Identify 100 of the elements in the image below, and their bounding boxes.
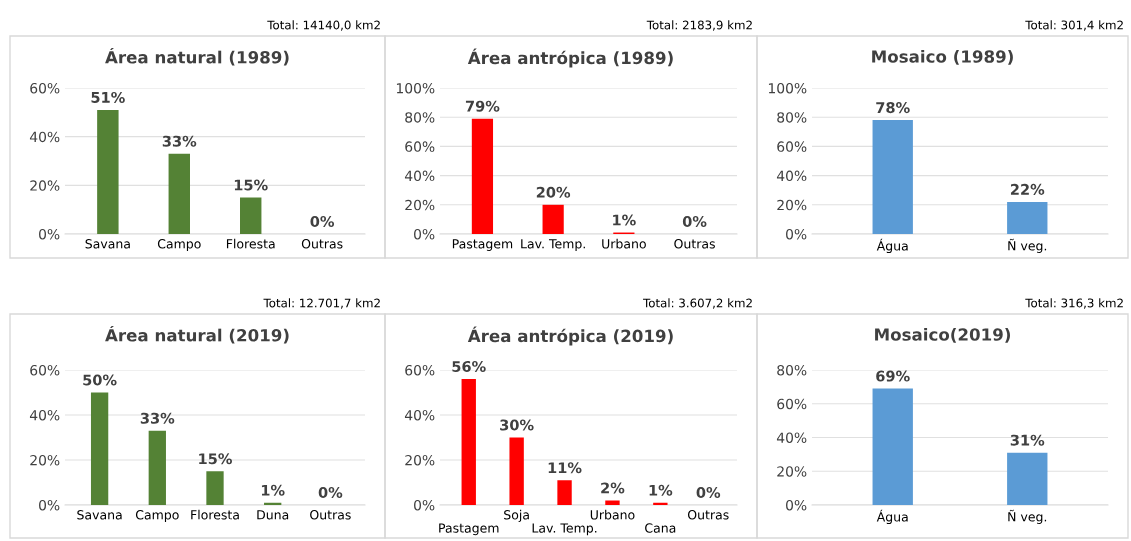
chart-title: Mosaico(2019) (875, 327, 1010, 343)
chart-title: Área natural (1989) (105, 47, 289, 66)
y-tick-label: 0% (414, 228, 435, 240)
y-tick-label: 60% (777, 398, 807, 410)
data-label: 1% (261, 484, 285, 496)
chart-title: Mosaico (1989) (872, 49, 1013, 65)
data-label: 0% (318, 486, 343, 499)
x-tick-label: Água (876, 509, 908, 525)
y-tick-label: 40% (404, 409, 435, 421)
chart-title: Área natural (2019) (105, 325, 289, 344)
y-tick-label: 60% (777, 141, 807, 152)
y-tick-label: 80% (777, 364, 807, 376)
data-label: 56% (452, 360, 486, 373)
y-tick-label: 100% (768, 82, 807, 94)
y-tick-label: 20% (405, 454, 435, 466)
y-tick-label: 60% (30, 82, 60, 94)
x-tick-label: Outras (687, 510, 729, 520)
x-tick-label: Savana (85, 239, 130, 249)
y-tick-label: 20% (777, 466, 807, 477)
y-tick-label: 20% (30, 454, 60, 466)
bar (509, 437, 524, 505)
data-label: 1% (613, 214, 636, 226)
y-tick-label: 40% (776, 432, 807, 443)
x-tick-label: Água (876, 238, 908, 254)
bar (605, 500, 620, 505)
bar (90, 392, 109, 505)
bar (461, 379, 476, 505)
data-label: 78% (876, 102, 910, 114)
bar (471, 118, 494, 234)
x-tick-label: Floresta (191, 509, 239, 520)
x-tick-label: Lav. Temp. (521, 239, 585, 251)
data-label: 33% (140, 412, 175, 424)
text: Total: 301,4 km2 (1025, 20, 1123, 31)
x-tick-label: Savana (77, 510, 122, 520)
x-tick-label: Pastagem (439, 523, 499, 536)
x-tick-label: Cana (645, 523, 676, 533)
bar (557, 480, 572, 505)
y-tick-label: 20% (777, 199, 807, 211)
x-tick-label: Floresta (226, 238, 275, 249)
x-tick-label: Urbano (590, 509, 635, 520)
data-label: 0% (310, 215, 335, 228)
y-tick-label: 0% (414, 499, 435, 511)
data-label: 15% (234, 179, 268, 191)
data-label: 0% (696, 486, 721, 499)
x-tick-label: Ñ veg. (1008, 238, 1047, 253)
data-label: 20% (536, 186, 571, 198)
x-tick-label: Outras (310, 510, 351, 520)
x-tick-label: Soja (504, 509, 529, 522)
data-label: 15% (199, 453, 232, 465)
y-tick-label: 0% (786, 228, 807, 240)
y-tick-label: 80% (777, 112, 807, 123)
bar (206, 471, 224, 505)
data-label: 22% (1010, 183, 1045, 195)
text: Total: 316,3 km2 (1025, 298, 1123, 309)
y-tick-label: 20% (405, 199, 435, 211)
text: Total: 12.701,7 km2 (263, 298, 380, 309)
x-tick-label: Duna (257, 510, 289, 520)
y-tick-label: 100% (396, 82, 435, 94)
y-tick-label: 0% (39, 228, 60, 240)
x-tick-label: Campo (135, 510, 179, 522)
data-label: 79% (465, 100, 500, 112)
bar (168, 153, 190, 234)
y-tick-label: 40% (29, 409, 60, 421)
bar (240, 197, 262, 234)
bar (653, 502, 668, 505)
data-label: 2% (601, 482, 625, 494)
data-label: 50% (83, 374, 117, 386)
bar (148, 430, 166, 505)
y-tick-label: 60% (30, 364, 60, 376)
y-tick-label: 80% (405, 112, 435, 123)
data-label: 11% (548, 462, 582, 474)
text: Total: 3.607,2 km2 (643, 298, 752, 309)
x-tick-label: Ñ veg. (1008, 509, 1047, 524)
y-tick-label: 40% (29, 131, 60, 143)
data-label: 69% (876, 370, 910, 382)
data-label: 1% (649, 484, 673, 496)
data-label: 30% (500, 419, 534, 431)
x-tick-label: Outras (674, 239, 715, 249)
chart-title: Área antrópica (1989) (467, 48, 673, 68)
x-tick-label: Pastagem (452, 239, 513, 251)
data-label: 51% (91, 91, 125, 103)
bar (542, 204, 564, 234)
y-tick-label: 60% (405, 141, 435, 152)
x-tick-label: Campo (157, 239, 201, 251)
bar (97, 109, 119, 234)
x-tick-label: Lav. Temp. (532, 523, 597, 536)
data-label: 31% (1010, 434, 1045, 446)
x-tick-label: Outras (301, 239, 343, 249)
x-tick-label: Urbano (602, 238, 646, 249)
text: Total: 2183,9 km2 (646, 20, 752, 31)
text: Total: 14140,0 km2 (267, 20, 380, 31)
chart-title: Área antrópica (2019) (467, 326, 673, 346)
y-tick-label: 40% (776, 170, 807, 182)
data-label: 33% (162, 135, 197, 147)
y-tick-label: 40% (404, 170, 435, 182)
data-label: 0% (682, 215, 707, 228)
y-tick-label: 0% (786, 499, 807, 511)
y-tick-label: 20% (30, 180, 60, 191)
y-tick-label: 0% (39, 499, 60, 511)
y-tick-label: 60% (405, 364, 435, 376)
